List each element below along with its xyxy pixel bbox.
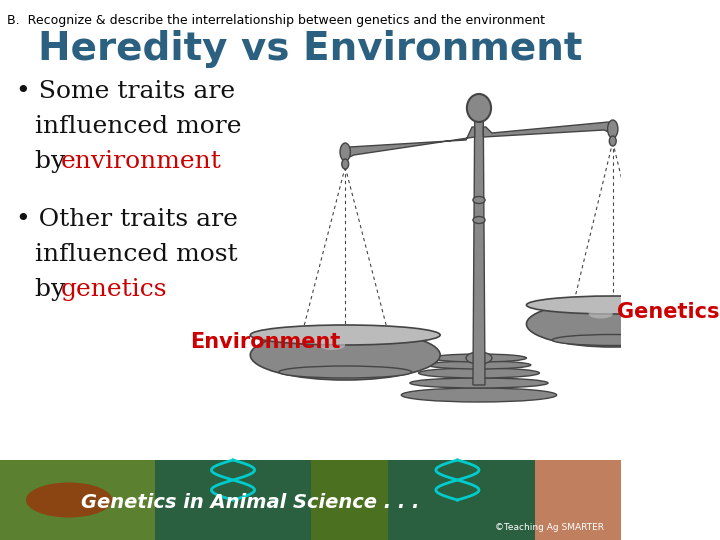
- Polygon shape: [379, 460, 535, 540]
- Ellipse shape: [608, 120, 618, 138]
- Text: by: by: [35, 150, 73, 173]
- Polygon shape: [0, 460, 156, 540]
- Ellipse shape: [418, 368, 539, 378]
- Text: genetics: genetics: [60, 278, 167, 301]
- Polygon shape: [311, 460, 388, 540]
- Text: Genetics in Animal Science . . .: Genetics in Animal Science . . .: [81, 492, 420, 511]
- Ellipse shape: [552, 334, 673, 346]
- Ellipse shape: [431, 354, 526, 362]
- Ellipse shape: [279, 366, 412, 378]
- Ellipse shape: [401, 388, 557, 402]
- Text: Heredity vs Environment: Heredity vs Environment: [38, 30, 583, 68]
- Text: ©Teaching Ag SMARTER: ©Teaching Ag SMARTER: [495, 523, 604, 532]
- Text: B.  Recognize & describe the interrelationship between genetics and the environm: B. Recognize & describe the interrelatio…: [7, 14, 545, 27]
- Polygon shape: [483, 122, 617, 137]
- Text: environment: environment: [60, 150, 221, 173]
- Polygon shape: [535, 460, 621, 540]
- Ellipse shape: [26, 483, 112, 517]
- Text: Environment: Environment: [191, 332, 341, 352]
- Text: Genetics: Genetics: [617, 302, 719, 322]
- Polygon shape: [0, 460, 621, 540]
- Ellipse shape: [342, 159, 348, 169]
- Ellipse shape: [340, 143, 351, 161]
- Ellipse shape: [473, 217, 485, 224]
- Ellipse shape: [609, 136, 616, 146]
- Text: influenced most: influenced most: [35, 243, 237, 266]
- Ellipse shape: [410, 378, 548, 388]
- Text: • Other traits are: • Other traits are: [16, 208, 238, 231]
- Polygon shape: [341, 127, 474, 159]
- Ellipse shape: [473, 197, 485, 204]
- Ellipse shape: [526, 301, 699, 347]
- Ellipse shape: [466, 352, 492, 364]
- Ellipse shape: [319, 340, 345, 350]
- Ellipse shape: [251, 325, 440, 345]
- Text: by: by: [35, 278, 73, 301]
- Polygon shape: [156, 460, 311, 540]
- Ellipse shape: [251, 330, 440, 380]
- Polygon shape: [473, 120, 485, 385]
- Ellipse shape: [526, 296, 699, 314]
- Ellipse shape: [588, 309, 613, 319]
- Circle shape: [467, 94, 491, 122]
- Text: influenced more: influenced more: [35, 115, 241, 138]
- Ellipse shape: [427, 361, 531, 369]
- Text: • Some traits are: • Some traits are: [16, 80, 235, 103]
